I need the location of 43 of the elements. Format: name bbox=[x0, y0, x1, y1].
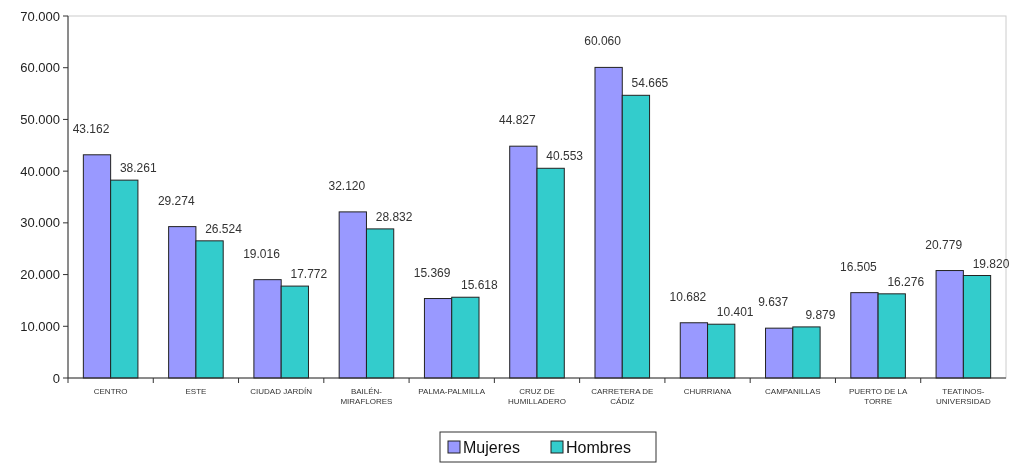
y-tick-label: 20.000 bbox=[20, 267, 60, 283]
x-tick-label: PUERTO DE LA TORRE bbox=[848, 387, 908, 406]
y-tick-label: 30.000 bbox=[20, 215, 60, 231]
data-label: 10.682 bbox=[669, 289, 707, 304]
x-tick-label: CRUZ DE HUMILLADERO bbox=[508, 387, 566, 406]
legend-label: Hombres bbox=[566, 438, 631, 456]
data-label: 29.274 bbox=[157, 193, 195, 208]
y-tick-label: 60.000 bbox=[20, 60, 60, 76]
data-label: 60.060 bbox=[584, 34, 622, 49]
data-label: 43.162 bbox=[72, 121, 110, 136]
y-tick-label: 10.000 bbox=[20, 318, 60, 334]
data-label: 32.120 bbox=[328, 178, 366, 193]
data-label: 10.401 bbox=[716, 305, 754, 320]
data-label: 19.016 bbox=[243, 246, 281, 261]
data-label: 26.524 bbox=[205, 221, 243, 236]
data-label: 40.553 bbox=[546, 149, 584, 164]
x-tick-label: CAMPANILLAS bbox=[765, 387, 821, 396]
data-label: 9.879 bbox=[805, 307, 836, 322]
y-tick-label: 40.000 bbox=[20, 163, 60, 179]
x-tick-label: TEATINOS-UNIVERSIDAD bbox=[936, 387, 991, 406]
x-tick-label: CARRETERA DE CÁDIZ bbox=[591, 387, 654, 406]
data-label: 20.779 bbox=[925, 237, 963, 252]
data-label: 9.637 bbox=[758, 295, 789, 310]
data-label: 38.261 bbox=[119, 161, 157, 176]
data-label: 17.772 bbox=[290, 267, 328, 282]
data-label: 16.276 bbox=[887, 274, 925, 289]
x-tick-label: CENTRO bbox=[93, 387, 128, 396]
x-tick-label: CIUDAD JARDÍN bbox=[250, 387, 313, 396]
data-label: 28.832 bbox=[375, 209, 413, 224]
x-tick-label: BAILÉN-MIRAFLORES bbox=[340, 387, 393, 406]
y-tick-label: 70.000 bbox=[20, 8, 60, 24]
legend-label: Mujeres bbox=[463, 438, 520, 456]
data-label: 44.827 bbox=[499, 113, 537, 128]
data-label: 15.369 bbox=[413, 265, 451, 280]
data-label: 15.618 bbox=[461, 278, 499, 293]
y-tick-label: 50.000 bbox=[20, 111, 60, 127]
x-tick-label: PALMA-PALMILLA bbox=[418, 387, 486, 396]
x-tick-label: ESTE bbox=[185, 387, 207, 396]
data-label: 19.820 bbox=[972, 256, 1010, 271]
data-label: 54.665 bbox=[631, 76, 669, 91]
data-label: 16.505 bbox=[840, 259, 878, 274]
y-tick-label: 0 bbox=[52, 370, 60, 386]
x-tick-label: CHURRIANA bbox=[683, 387, 732, 396]
